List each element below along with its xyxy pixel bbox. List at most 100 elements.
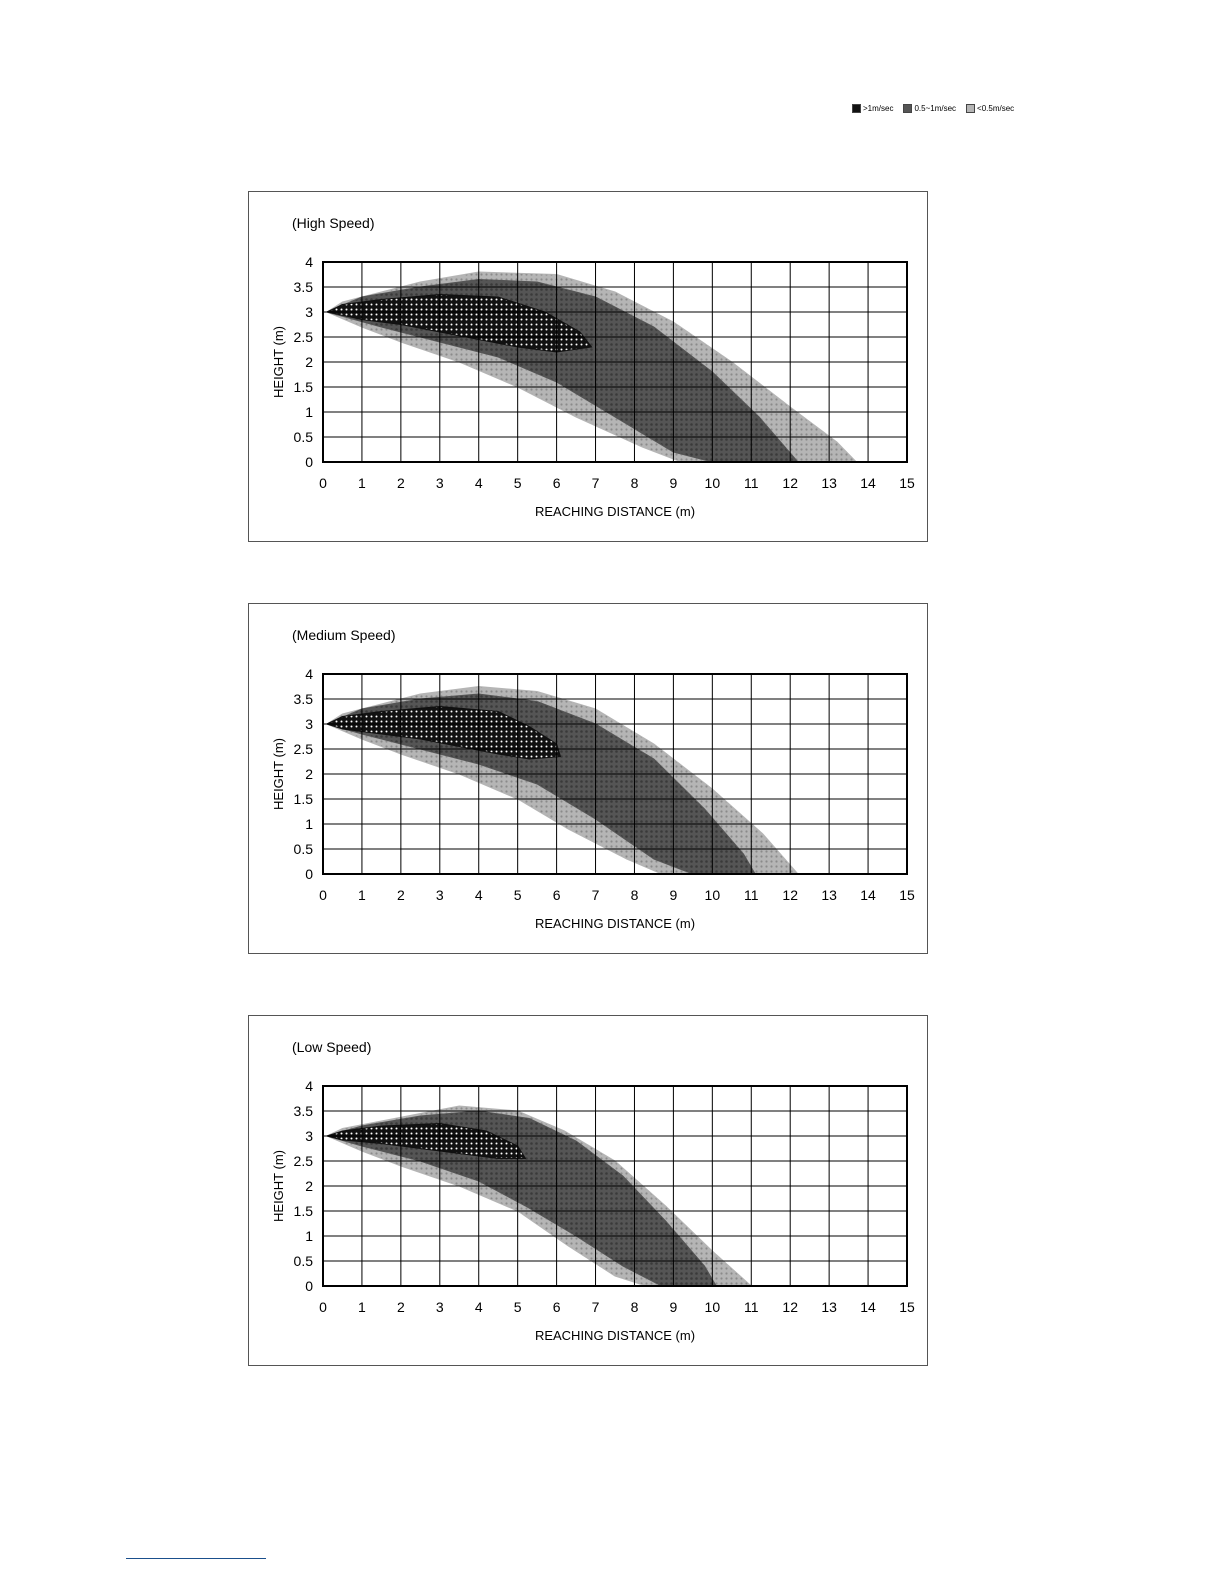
y-tick-label: 1.5 bbox=[294, 791, 314, 807]
x-tick-label: 2 bbox=[397, 1299, 405, 1315]
plot-frame bbox=[322, 673, 908, 875]
y-tick-label: 0.5 bbox=[294, 1253, 314, 1269]
legend-swatch-medium bbox=[903, 104, 913, 113]
x-tick-label: 9 bbox=[670, 887, 678, 903]
y-tick-label: 1 bbox=[305, 404, 313, 420]
x-tick-label: 0 bbox=[319, 1299, 327, 1315]
x-tick-label: 15 bbox=[899, 1299, 915, 1315]
x-tick-label: 14 bbox=[860, 887, 876, 903]
x-tick-label: 3 bbox=[436, 475, 444, 491]
series-group bbox=[325, 685, 800, 875]
legend-label-medium: 0.5~1m/sec bbox=[914, 104, 957, 113]
y-tick-label: 0.5 bbox=[294, 841, 314, 857]
x-tick-label: 7 bbox=[592, 1299, 600, 1315]
y-tick-label: 1.5 bbox=[294, 379, 314, 395]
x-tick-label: 13 bbox=[821, 1299, 837, 1315]
x-tick-label: 1 bbox=[358, 1299, 366, 1315]
x-tick-label: 14 bbox=[860, 1299, 876, 1315]
x-tick-label: 14 bbox=[860, 475, 876, 491]
x-tick-label: 1 bbox=[358, 475, 366, 491]
y-tick-label: 2.5 bbox=[294, 1153, 314, 1169]
x-tick-label: 6 bbox=[553, 887, 561, 903]
y-axis-label: HEIGHT (m) bbox=[271, 1150, 286, 1222]
chart-title: (High Speed) bbox=[292, 215, 375, 231]
chart-medium-speed: (Medium Speed)0 1 2 3 4 5 6 7 8 9 10 11 12 13 14 1500.5… bbox=[271, 627, 915, 931]
y-tick-label: 0.5 bbox=[294, 429, 314, 445]
x-tick-label: 7 bbox=[592, 887, 600, 903]
y-tick-label: 0 bbox=[305, 866, 313, 882]
y-tick-label: 3.5 bbox=[294, 279, 314, 295]
x-tick-label: 5 bbox=[514, 475, 522, 491]
chart-panel-high-speed: (High Speed) 0 1 2 3 4 5 6 7 8 9 10 11 12 13 14 15 0 0.5 1 1… bbox=[248, 191, 928, 542]
x-tick-label: 9 bbox=[670, 475, 678, 491]
x-tick-label: 12 bbox=[782, 887, 798, 903]
y-tick-label: 3 bbox=[305, 716, 313, 732]
y-tick-label: 4 bbox=[305, 666, 313, 682]
x-tick-label: 2 bbox=[397, 887, 405, 903]
x-tick-label: 8 bbox=[631, 475, 639, 491]
chart-title: (Low Speed) bbox=[292, 1039, 371, 1055]
chart-panel-medium-speed: (Medium Speed) 0 1 2 3 4 5 6 7 8 9 10 11 12 13 14 15 0 0.5… bbox=[248, 603, 928, 954]
x-tick-label: 11 bbox=[744, 1299, 759, 1315]
x-tick-label: 5 bbox=[514, 1299, 522, 1315]
y-tick-label: 2.5 bbox=[294, 741, 314, 757]
x-tick-label: 3 bbox=[436, 1299, 444, 1315]
y-tick-label: 0 bbox=[305, 454, 313, 470]
x-tick-label: 2 bbox=[397, 475, 405, 491]
y-tick-label: 2 bbox=[305, 766, 313, 782]
chart-low-speed: (Low Speed)0 1 2 3 4 5 6 7 8 9 10 11 12 13 14 1500.511.… bbox=[271, 1039, 915, 1343]
x-tick-label: 7 bbox=[592, 475, 600, 491]
x-tick-label: 8 bbox=[631, 1299, 639, 1315]
x-axis-label: REACHING DISTANCE (m) bbox=[535, 504, 695, 519]
chart-high-speed: (High Speed)0 1 2 3 4 5 6 7 8 9 10 11 12 13 14 1500.511… bbox=[271, 215, 915, 519]
y-axis-label: HEIGHT (m) bbox=[271, 326, 286, 398]
x-tick-label: 12 bbox=[782, 1299, 798, 1315]
x-tick-label: 0 bbox=[319, 887, 327, 903]
x-tick-label: 4 bbox=[475, 1299, 483, 1315]
y-tick-label: 4 bbox=[305, 254, 313, 270]
y-tick-label: 1.5 bbox=[294, 1203, 314, 1219]
x-tick-label: 11 bbox=[744, 887, 759, 903]
legend-item-medium: 0.5~1m/sec bbox=[903, 104, 956, 113]
legend: >1m/sec 0.5~1m/sec <0.5m/sec bbox=[852, 104, 1014, 113]
y-tick-label: 3 bbox=[305, 304, 313, 320]
x-tick-label: 13 bbox=[821, 475, 837, 491]
legend-item-fast: >1m/sec bbox=[852, 104, 893, 113]
x-tick-label: 5 bbox=[514, 887, 522, 903]
y-tick-label: 2 bbox=[305, 1178, 313, 1194]
series-group bbox=[325, 1105, 753, 1287]
x-axis-label: REACHING DISTANCE (m) bbox=[535, 916, 695, 931]
y-tick-label: 0 bbox=[305, 1278, 313, 1294]
y-tick-label: 2.5 bbox=[294, 329, 314, 345]
x-axis-label: REACHING DISTANCE (m) bbox=[535, 1328, 695, 1343]
x-tick-label: 9 bbox=[670, 1299, 678, 1315]
y-tick-label: 3.5 bbox=[294, 691, 314, 707]
x-tick-label: 0 bbox=[319, 475, 327, 491]
x-tick-label: 6 bbox=[553, 1299, 561, 1315]
plot-frame bbox=[322, 261, 908, 463]
y-tick-label: 3 bbox=[305, 1128, 313, 1144]
x-tick-label: 15 bbox=[899, 475, 915, 491]
x-tick-label: 6 bbox=[553, 475, 561, 491]
y-tick-label: 3.5 bbox=[294, 1103, 314, 1119]
x-tick-label: 3 bbox=[436, 887, 444, 903]
chart-title: (Medium Speed) bbox=[292, 627, 396, 643]
x-tick-label: 10 bbox=[705, 475, 721, 491]
y-axis-label: HEIGHT (m) bbox=[271, 738, 286, 810]
series-group bbox=[325, 271, 858, 463]
footer-rule bbox=[126, 1558, 266, 1559]
legend-label-fast: >1m/sec bbox=[863, 104, 894, 113]
x-tick-label: 13 bbox=[821, 887, 837, 903]
x-tick-label: 4 bbox=[475, 887, 483, 903]
x-tick-label: 10 bbox=[705, 887, 721, 903]
plot-frame bbox=[322, 1085, 908, 1287]
x-tick-label: 12 bbox=[782, 475, 798, 491]
x-tick-label: 8 bbox=[631, 887, 639, 903]
series-area-1m-sec bbox=[325, 1122, 527, 1159]
y-tick-label: 1 bbox=[305, 816, 313, 832]
y-tick-label: 4 bbox=[305, 1078, 313, 1094]
y-tick-label: 1 bbox=[305, 1228, 313, 1244]
